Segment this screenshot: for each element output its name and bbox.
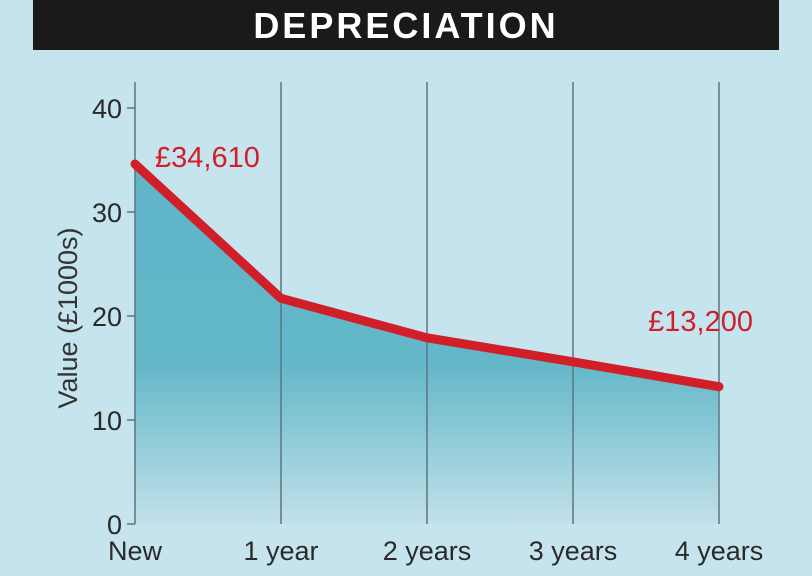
x-tick-label: New xyxy=(108,536,163,566)
annotation-4-years: £13,200 xyxy=(648,306,753,338)
annotation-new: £34,610 xyxy=(155,142,260,174)
x-tick-label: 2 years xyxy=(383,536,472,566)
y-tick-label: 10 xyxy=(92,406,122,436)
y-tick-label: 20 xyxy=(92,302,122,332)
x-tick-label: 4 years xyxy=(675,536,764,566)
y-tick-label: 0 xyxy=(107,510,122,540)
y-axis-label: Value (£1000s) xyxy=(53,227,83,408)
y-tick-label: 40 xyxy=(92,94,122,124)
y-tick-label: 30 xyxy=(92,198,122,228)
chart-title: DEPRECIATION xyxy=(33,0,779,50)
x-tick-label: 3 years xyxy=(529,536,618,566)
x-tick-label: 1 year xyxy=(243,536,318,566)
